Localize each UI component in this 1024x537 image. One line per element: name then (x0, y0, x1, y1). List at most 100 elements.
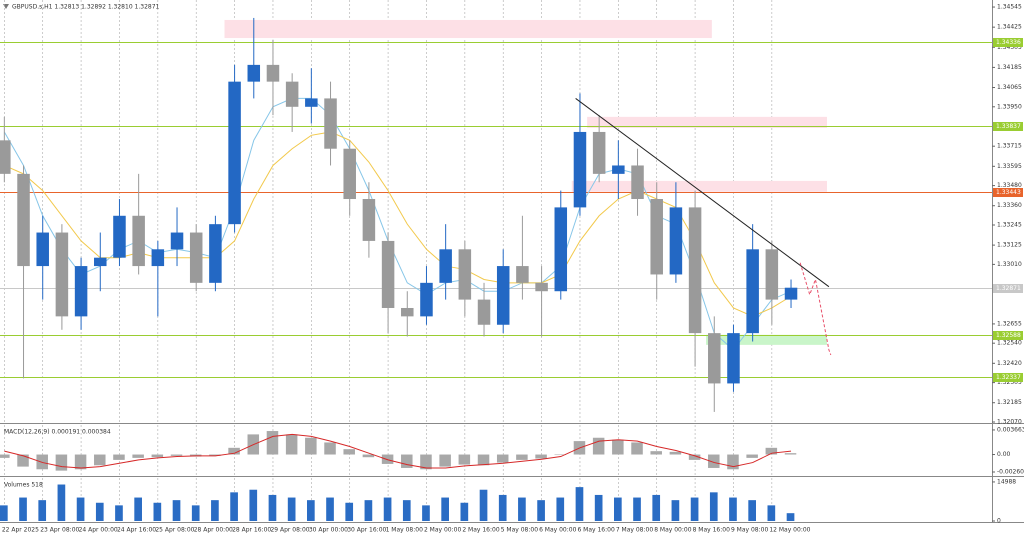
y-tick-label: 1.33480 (997, 182, 1022, 189)
y-tick-label: 1.33715 (997, 143, 1022, 150)
macd-bar (420, 454, 432, 470)
candle-body (535, 282, 548, 292)
volume-bar (307, 500, 315, 521)
candle-body (266, 64, 280, 82)
panel-title: MACD(12,26,9) 0.000191 0.000384 (4, 429, 111, 436)
macd-bar (784, 453, 797, 455)
candle-body (458, 249, 472, 300)
candle-body (688, 207, 702, 334)
x-tick-label: 25 Apr 08:00 (155, 527, 194, 534)
macd-bar (228, 447, 240, 455)
macd-bar (535, 454, 547, 459)
volume-bar (518, 497, 526, 521)
macd-bar (113, 454, 125, 460)
y-tick-label: 1.32540 (997, 340, 1022, 347)
macd-bar (765, 447, 778, 455)
macd-bar (688, 454, 701, 460)
candle-body (189, 232, 203, 283)
y-tick-label: 1.32655 (997, 320, 1022, 327)
candle-body (209, 224, 222, 283)
volume-bar (38, 500, 47, 521)
volume-bar (19, 497, 27, 521)
x-tick-label: 2 May 00:00 (424, 527, 462, 534)
candle-body (94, 257, 107, 267)
volume-bar (652, 494, 661, 521)
volume-bar (748, 500, 756, 521)
volume-bar (786, 513, 795, 521)
level-label: 1.33443 (996, 189, 1021, 196)
macd-bar (650, 451, 662, 455)
candle-body (343, 148, 356, 200)
volume-bar (268, 494, 277, 521)
macd-bar (727, 454, 739, 470)
trendline (799, 262, 832, 356)
y-tick-label: 1.34545 (997, 4, 1022, 11)
volume-bar (76, 497, 85, 521)
x-tick-label: 30 Apr 00:00 (309, 527, 348, 534)
volume-bar (172, 500, 181, 521)
candle-body (420, 282, 433, 317)
macd-bar (324, 442, 336, 455)
level-label-box (993, 373, 1023, 382)
volume-bar (0, 505, 8, 521)
x-tick-label: 8 May 00:00 (654, 527, 692, 534)
x-tick-label: 7 May 08:00 (616, 527, 654, 534)
level-label: 1.32588 (996, 332, 1021, 339)
volume-bar (671, 500, 680, 521)
level-label-box (993, 122, 1023, 131)
candle-body (496, 266, 510, 325)
volume-bar (115, 505, 123, 521)
level-label: 1.34336 (996, 39, 1021, 46)
macd-bar (17, 454, 29, 467)
x-tick-label: 28 Apr 16:00 (232, 527, 271, 534)
volume-bar (153, 502, 162, 521)
candle-body (228, 81, 241, 225)
level-label-box (993, 331, 1023, 340)
x-tick-label: 9 May 08:00 (731, 527, 769, 534)
y-tick-label: 1.32305 (997, 379, 1022, 386)
y-tick-label: 1.33245 (997, 221, 1022, 228)
candle-body (132, 215, 145, 267)
candle-body (381, 240, 395, 308)
panel-title: Volumes 518 (4, 482, 43, 489)
y-tick-label: 1.33595 (997, 163, 1022, 170)
candle-body (55, 232, 69, 317)
candle-body (113, 215, 126, 258)
volume-bar (767, 505, 776, 521)
candle-body (477, 299, 491, 325)
volume-bar (326, 497, 334, 521)
volume-bar (287, 497, 296, 521)
x-tick-label: 22 Apr 2025 (2, 527, 39, 534)
x-tick-label: 2 May 16:00 (462, 527, 500, 534)
y-tick-label: 1.34065 (997, 84, 1022, 91)
y-tick-label: 1.34305 (997, 44, 1022, 51)
level-label: 1.33837 (996, 123, 1021, 130)
x-tick-label: 6 May 00:00 (539, 527, 577, 534)
macd-bar (746, 454, 758, 458)
candle-body (362, 199, 376, 241)
volume-bar (441, 497, 449, 521)
candle-body (669, 207, 683, 275)
macd-bar (285, 434, 298, 455)
candle-body (324, 98, 337, 149)
macd-bar (592, 437, 605, 455)
y-tick-label: 1.34425 (997, 24, 1022, 31)
macd-bar (554, 454, 567, 456)
candle-body (151, 249, 165, 267)
candle-body (439, 249, 452, 283)
macd-bar (132, 454, 144, 458)
volume-bar (345, 502, 354, 521)
candle-body (573, 131, 587, 208)
level-label-box (993, 284, 1023, 293)
macd-bar (458, 454, 471, 465)
candle-body (650, 199, 663, 275)
y-tick-label: 1.33010 (997, 261, 1022, 268)
macd-bar (401, 454, 413, 468)
macd-bar (0, 454, 10, 458)
x-tick-label: 12 May 00:00 (769, 527, 810, 534)
volume-bar (422, 505, 430, 521)
candle-body (17, 173, 30, 267)
volume-bar (95, 502, 104, 521)
candle-body (74, 266, 88, 317)
